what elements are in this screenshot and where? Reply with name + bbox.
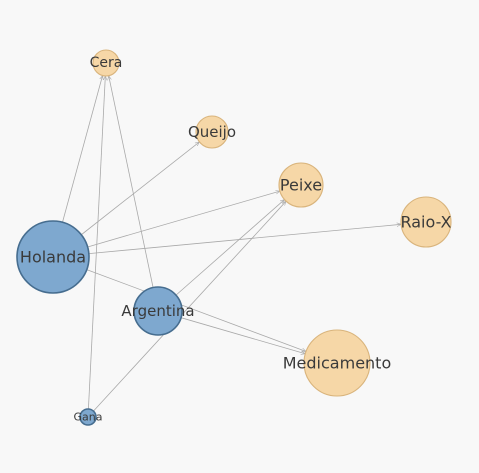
node-circle-queijo[interactable] [195,115,229,149]
node-label-holanda: Holanda [20,248,86,267]
node-raiox[interactable]: Raio-X [400,196,452,248]
node-argentina[interactable]: Argentina [121,286,195,336]
edge-gana-to-cera [88,76,105,410]
node-gana[interactable]: Gana [74,408,103,426]
node-label-medicamento: Medicamento [283,354,391,373]
edge-argentina-to-cera [109,76,154,288]
node-holanda[interactable]: Holanda [16,220,90,294]
node-medicamento[interactable]: Medicamento [283,329,391,397]
edge-layer [62,76,401,412]
node-layer: Holanda Argentina Gana Cera Queijo Peixe Raio-… [16,49,452,426]
edge-argentina-to-medicamento [180,317,305,354]
node-label-queijo: Queijo [188,123,236,141]
node-label-gana: Gana [74,411,103,424]
edge-holanda-to-peixe [87,191,280,248]
node-label-argentina: Argentina [121,302,194,320]
node-circle-cera[interactable] [92,49,120,77]
edge-gana-to-peixe [93,201,286,412]
node-label-cera: Cera [90,55,123,71]
node-label-peixe: Peixe [280,176,322,195]
edge-holanda-to-cera [62,76,102,223]
node-peixe[interactable]: Peixe [278,162,324,208]
edge-holanda-to-raiox [88,224,401,255]
edge-holanda-to-queijo [81,142,199,236]
node-circle-peixe[interactable] [278,162,324,208]
node-circle-gana[interactable] [79,408,97,426]
edge-holanda-to-medicamento [86,269,306,352]
edge-argentina-to-peixe [175,200,284,296]
node-circle-argentina[interactable] [133,286,183,336]
node-label-raiox: Raio-X [400,213,451,232]
node-circle-holanda[interactable] [16,220,90,294]
node-cera[interactable]: Cera [90,49,123,77]
node-circle-medicamento[interactable] [303,329,371,397]
node-queijo[interactable]: Queijo [188,115,236,149]
node-circle-raiox[interactable] [400,196,452,248]
